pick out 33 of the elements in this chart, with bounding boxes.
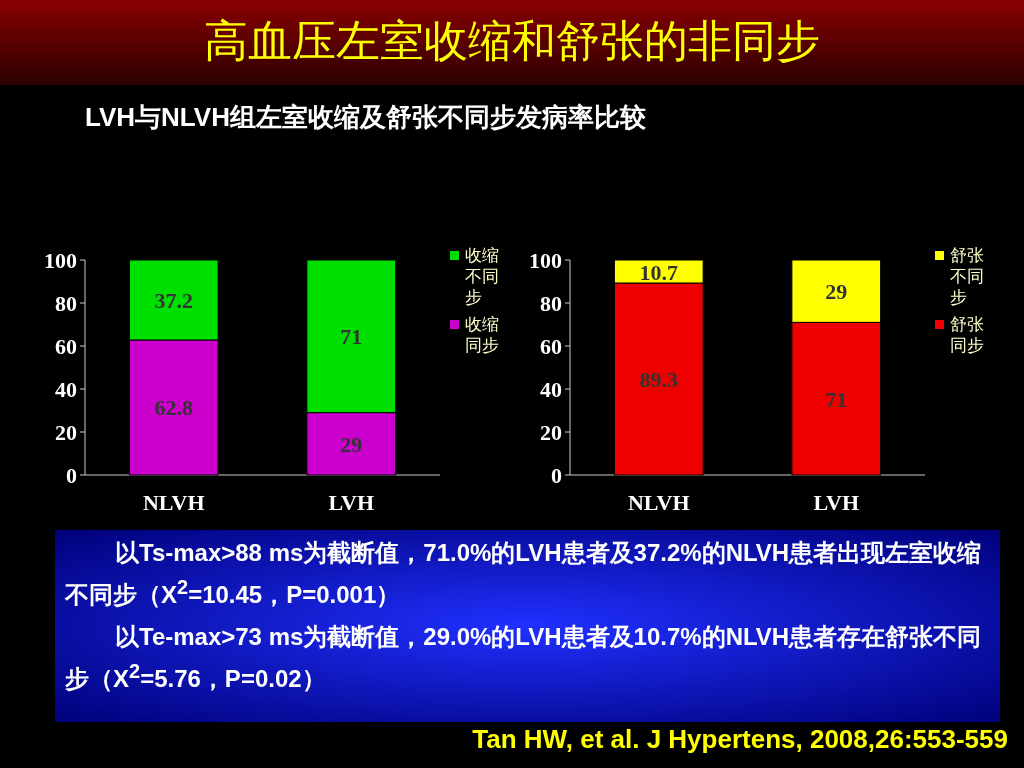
y-tick-label: 100 — [529, 248, 562, 273]
data-label: 10.7 — [639, 259, 678, 285]
data-label: 89.3 — [639, 367, 678, 392]
data-label: 71 — [825, 386, 848, 412]
y-tick-label: 80 — [55, 291, 77, 316]
y-tick-label: 60 — [540, 334, 562, 359]
chart-title: 高血压左室收缩和舒张的非同步 — [203, 14, 821, 68]
data-label: 29 — [825, 279, 848, 305]
legend-label: 收缩同步 — [465, 314, 500, 356]
y-tick-label: 0 — [66, 463, 77, 488]
chart-subtitle: LVH与NLVH组左室收缩及舒张不同步发病率比较 — [85, 101, 646, 134]
y-tick-label: 40 — [540, 377, 562, 402]
y-tick-label: 80 — [540, 291, 562, 316]
x-tick-label: LVH — [328, 490, 375, 515]
data-label: 29 — [340, 431, 363, 457]
data-label: 37.2 — [154, 287, 193, 313]
legend-label: 舒张同步 — [950, 314, 985, 356]
y-tick-label: 100 — [44, 248, 77, 273]
data-label: 71 — [340, 324, 363, 350]
text: 以Ts-max>88 ms为截断值，71.0%的LVH患者及37.2%的NLVH患者出现左室收缩不同步（X$^{2}$=10.45，P=0.001） — [63, 538, 983, 610]
legend-label: 收缩不同步 — [465, 245, 500, 308]
data-label: 62.8 — [154, 395, 193, 421]
x-tick-label: NLVH — [627, 490, 690, 515]
legend-label: 舒张不同步 — [950, 245, 985, 308]
x-tick-label: NLVH — [142, 490, 205, 515]
y-tick-label: 60 — [55, 334, 77, 359]
y-tick-label: 40 — [55, 377, 77, 402]
y-tick-label: 0 — [551, 463, 562, 488]
text: 以Te-max>73 ms为截断值，29.0%的LVH患者及10.7%的NLVH患者存在舒张不同步（X$^{2}$=5.76，P=0.02） — [64, 622, 983, 694]
x-tick-label: LVH — [813, 490, 860, 515]
text: Tan HW, et al. J Hypertens, 2008,26:553-559 — [472, 724, 1008, 755]
y-tick-label: 20 — [55, 420, 77, 445]
y-tick-label: 20 — [540, 420, 562, 445]
